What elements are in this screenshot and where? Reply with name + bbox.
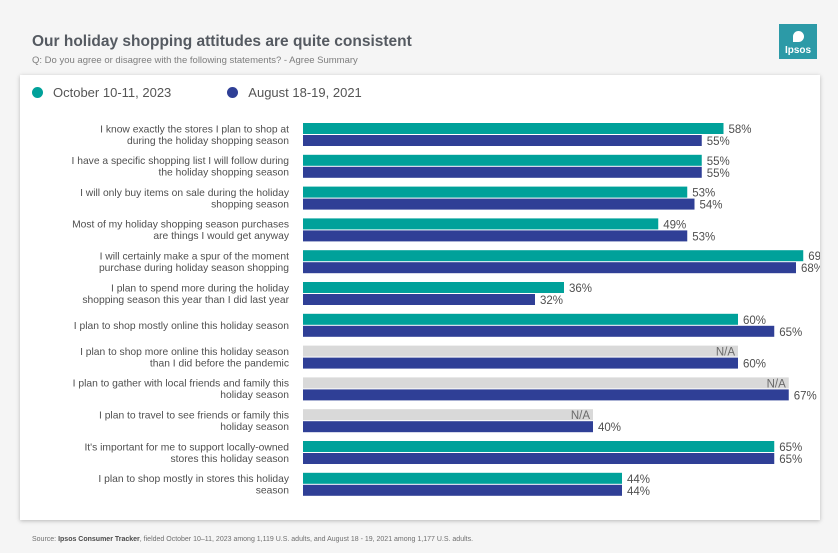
category-label: I will only buy items on sale during the…: [80, 188, 290, 199]
category-label: I plan to gather with local friends and …: [73, 379, 289, 390]
category-label: stores this holiday season: [171, 454, 290, 465]
data-label-2023: 65%: [779, 442, 802, 454]
source-prefix: Source:: [32, 536, 59, 543]
bar-chart-svg: I know exactly the stores I plan to shop…: [72, 123, 820, 498]
bar-2023: [303, 186, 688, 198]
data-label-2021: 60%: [743, 359, 766, 371]
bar-2021: [303, 262, 796, 274]
chart-title: Our holiday shopping attitudes are quite…: [32, 33, 412, 50]
category-label: than I did before the pandemic: [150, 358, 289, 369]
data-label-2023: 53%: [692, 188, 715, 200]
bar-2023: [303, 441, 775, 452]
category-label: during the holiday shopping season: [127, 136, 289, 147]
na-label-2023: N/A: [571, 410, 591, 422]
bar-2021: [303, 166, 702, 178]
category-label: It's important for me to support locally…: [84, 442, 289, 453]
bar-2021: [303, 325, 775, 337]
chart-card: October 10-11, 2023 August 18-19, 2021 I…: [20, 75, 820, 520]
legend-item-2023: October 10-11, 2023: [32, 85, 171, 100]
category-label: holiday season: [220, 390, 289, 401]
data-label-2023: 55%: [707, 156, 730, 168]
category-label: season: [256, 486, 289, 497]
bar-2021: [303, 230, 688, 242]
category-label: holiday season: [220, 422, 289, 433]
data-label-2021: 68%: [801, 263, 820, 275]
bar-2021: [303, 135, 702, 146]
category-label: I plan to travel to see friends or famil…: [99, 410, 289, 421]
data-label-2023: 36%: [569, 283, 592, 295]
source-name: Ipsos Consumer Tracker: [58, 536, 140, 543]
category-label: Most of my holiday shopping season purch…: [72, 220, 289, 231]
category-label: I plan to spend more during the holiday: [111, 283, 290, 294]
bar-2021: [303, 294, 535, 305]
source-rest: , fielded October 10–11, 2023 among 1,11…: [139, 536, 474, 543]
bar-2023: [303, 250, 804, 262]
bar-2023-na: [303, 345, 738, 357]
data-label-2023: 60%: [743, 315, 766, 327]
bar-2021: [303, 421, 593, 433]
category-label: I will certainly make a spur of the mome…: [100, 251, 290, 262]
chart-legend: October 10-11, 2023 August 18-19, 2021: [32, 85, 418, 100]
data-label-2021: 65%: [779, 327, 802, 339]
chart-subtitle: Q: Do you agree or disagree with the fol…: [32, 55, 358, 66]
data-label-2021: 55%: [707, 168, 730, 180]
legend-label-2021: August 18-19, 2021: [248, 85, 362, 100]
category-label: I plan to shop mostly online this holida…: [74, 321, 289, 332]
legend-item-2021: August 18-19, 2021: [227, 85, 362, 100]
data-label-2023: 44%: [627, 474, 650, 486]
bar-2023: [303, 282, 564, 293]
na-label-2023: N/A: [767, 378, 787, 390]
bar-2021: [303, 198, 695, 210]
category-label: purchase during holiday season shopping: [99, 263, 289, 274]
category-label: I know exactly the stores I plan to shop…: [100, 124, 289, 135]
bar-2023: [303, 472, 622, 484]
logo-text: Ipsos: [784, 45, 812, 56]
data-label-2023: 69%: [808, 251, 820, 263]
bar-2021: [303, 389, 789, 401]
na-label-2023: N/A: [716, 347, 736, 359]
data-label-2023: 58%: [729, 124, 752, 136]
category-label: are things I would get anyway: [153, 231, 290, 242]
source-note: Source: Ipsos Consumer Tracker, fielded …: [32, 536, 473, 543]
data-label-2021: 65%: [779, 454, 802, 466]
data-label-2021: 67%: [794, 390, 817, 402]
bar-2023: [303, 123, 724, 134]
bar-2023: [303, 313, 738, 325]
category-label: I plan to shop mostly in stores this hol…: [98, 474, 289, 485]
bar-2021: [303, 484, 622, 496]
bar-2021: [303, 453, 775, 464]
category-label: I plan to shop more online this holiday …: [80, 347, 289, 358]
legend-dot-2021: [227, 87, 239, 98]
data-label-2021: 54%: [700, 200, 723, 212]
data-label-2021: 55%: [707, 136, 730, 148]
data-label-2021: 40%: [598, 422, 621, 434]
category-label: the holiday shopping season: [158, 168, 289, 179]
bar-2021: [303, 357, 738, 369]
category-label: I have a specific shopping list I will f…: [72, 156, 290, 167]
ipsos-logo: Ipsos: [779, 24, 817, 59]
category-label: shopping season this year than I did las…: [82, 295, 289, 306]
data-label-2021: 53%: [692, 231, 715, 243]
bar-2023-na: [303, 377, 789, 389]
bar-2023: [303, 154, 702, 166]
logo-mark-icon: [792, 31, 804, 42]
data-label-2023: 49%: [663, 219, 686, 231]
data-label-2021: 32%: [540, 295, 563, 307]
bar-2023-na: [303, 409, 593, 421]
legend-dot-2023: [32, 87, 43, 98]
category-label: shopping season: [211, 199, 289, 210]
legend-label-2023: October 10-11, 2023: [53, 85, 172, 100]
data-label-2021: 44%: [627, 486, 650, 498]
bar-2023: [303, 218, 659, 230]
